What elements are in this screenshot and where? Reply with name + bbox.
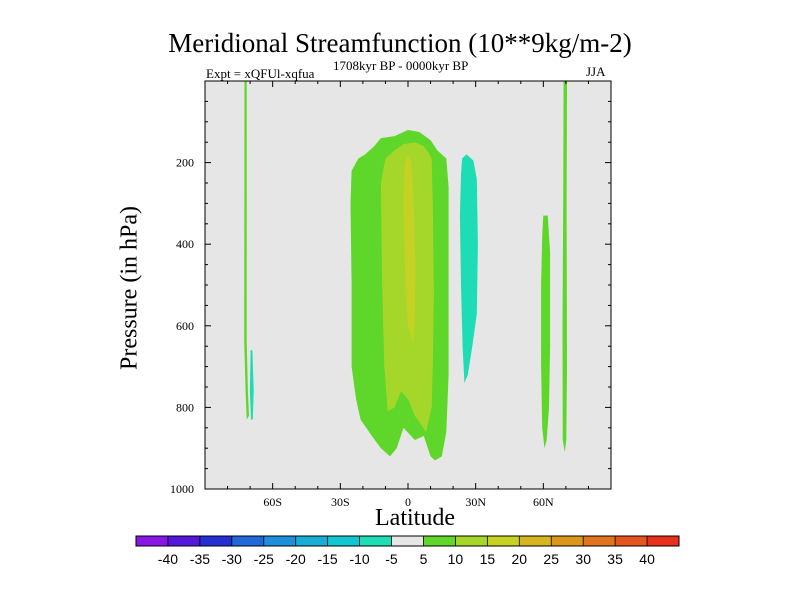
colorbar-box (583, 536, 616, 546)
colorbar-label: 40 (639, 551, 655, 567)
colorbar-label: -10 (349, 551, 369, 567)
y-tick-label: 800 (176, 400, 194, 414)
colorbar-box (199, 536, 233, 546)
colorbar-box (647, 536, 680, 546)
chart-title: Meridional Streamfunction (10**9kg/m-2) (168, 28, 632, 58)
period-label: 1708kyr BP - 0000kyr BP (333, 58, 469, 73)
y-tick-label: 1000 (170, 482, 194, 496)
colorbar-box (327, 536, 360, 546)
colorbar-label: -30 (222, 551, 242, 567)
colorbar-box (519, 536, 552, 546)
colorbar-box (136, 536, 169, 546)
contour-thin-band-70N (562, 81, 567, 453)
x-tick-label: 30N (465, 495, 486, 509)
colorbar-label: -25 (254, 551, 274, 567)
colorbar-label: -35 (190, 551, 210, 567)
contour-thin-band-70S (244, 81, 249, 420)
colorbar-label: 30 (575, 551, 591, 567)
colorbar-label: -5 (385, 551, 398, 567)
x-tick-label: 60S (263, 495, 282, 509)
colorbar-box (295, 536, 328, 546)
colorbar-box (423, 536, 456, 546)
colorbar-label: 25 (543, 551, 559, 567)
y-tick-label: 600 (176, 319, 194, 333)
season-label: JJA (586, 64, 606, 79)
colorbar-label: -20 (286, 551, 306, 567)
x-tick-label: 60N (533, 495, 554, 509)
colorbar-box (231, 536, 265, 546)
colorbar-label: 10 (448, 551, 464, 567)
colorbar-label: 15 (480, 551, 496, 567)
colorbar-box (167, 536, 201, 546)
colorbar-label: 5 (420, 551, 428, 567)
contour-blob-68S-negative (249, 350, 254, 420)
y-tick-label: 400 (176, 237, 194, 251)
x-tick-label: 30S (331, 495, 350, 509)
x-tick-label: 0 (405, 495, 411, 509)
contour-blob-60N (541, 215, 551, 449)
y-tick-label: 200 (176, 156, 194, 170)
colorbar-box (263, 536, 296, 546)
experiment-label: Expt = xQFUl-xqfua (206, 66, 315, 81)
contour-blob-25N-negative (459, 154, 478, 383)
colorbar-box (551, 536, 584, 546)
x-axis-label: Latitude (375, 505, 455, 531)
colorbar-label: -40 (158, 551, 178, 567)
colorbar-box (455, 536, 488, 546)
colorbar-label: 20 (512, 551, 528, 567)
colorbar-frame (135, 535, 680, 547)
colorbar-box (487, 536, 520, 546)
colorbar-label: -15 (317, 551, 337, 567)
contour-central-cell-core (403, 154, 416, 343)
colorbar-box (391, 536, 424, 546)
colorbar-box (359, 536, 392, 546)
colorbar-label: 35 (607, 551, 623, 567)
colorbar-box (615, 536, 648, 546)
